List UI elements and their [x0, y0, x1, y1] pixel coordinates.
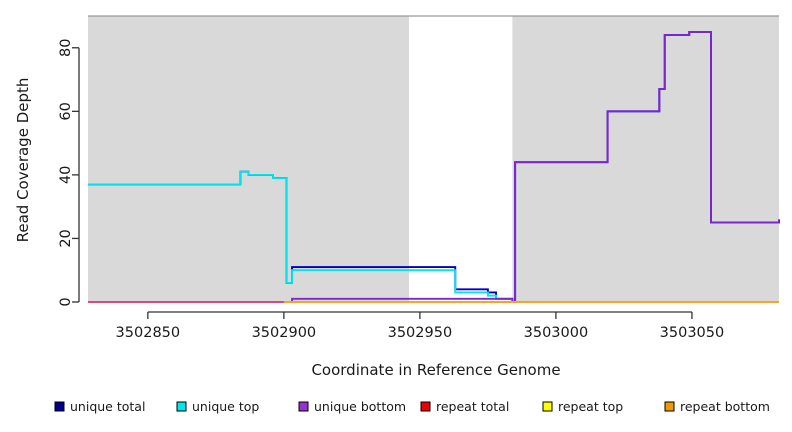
x-axis-title: Coordinate in Reference Genome [311, 361, 560, 379]
y-axis-tick-labels: 0 20 40 60 80 [58, 39, 74, 307]
x-axis-tick-labels: 3502850 3502900 3502950 3503000 3503050 [116, 325, 725, 341]
series-line-unique-top [88, 170, 779, 303]
x-axis-ticks [147, 312, 693, 319]
legend-swatch-repeat-bottom [664, 401, 675, 412]
legend-swatch-repeat-total [420, 401, 431, 412]
legend-label-repeat-total: repeat total [436, 399, 509, 414]
y-axis-title: Read Coverage Depth [14, 78, 32, 243]
legend-label-unique-top: unique top [192, 399, 259, 414]
shaded-band-repeat-region-right [512, 16, 779, 302]
legend-label-unique-total: unique total [70, 399, 145, 414]
series-line-unique-bottom [88, 30, 780, 303]
legend-label-repeat-top: repeat top [558, 399, 623, 414]
x-tick-label: 3503000 [524, 325, 589, 341]
x-axis: 3502850 3502900 3502950 3503000 3503050 [116, 311, 725, 341]
background-shaded-bands [88, 16, 779, 302]
y-tick-label: 80 [58, 39, 74, 57]
x-tick-label: 3502950 [388, 325, 453, 341]
legend-swatch-unique-top [176, 401, 187, 412]
data-series-lines [88, 30, 780, 303]
x-tick-label: 3502850 [116, 325, 181, 341]
y-tick-label: 20 [58, 229, 74, 247]
x-tick-label: 3503050 [660, 325, 725, 341]
legend-label-repeat-bottom: repeat bottom [680, 399, 770, 414]
y-tick-label: 0 [58, 297, 74, 306]
legend-label-unique-bottom: unique bottom [314, 399, 406, 414]
legend-swatch-unique-total [54, 401, 65, 412]
chart-legend: unique total unique top unique bottom repea… [54, 399, 770, 414]
legend-swatch-repeat-top [542, 401, 553, 412]
y-axis-ticks [72, 47, 79, 303]
x-tick-label: 3502900 [252, 325, 317, 341]
y-tick-label: 40 [58, 166, 74, 184]
legend-swatch-unique-bottom [298, 401, 309, 412]
y-axis: 0 20 40 60 80 [58, 39, 80, 307]
shaded-band-unique-gap-middle [409, 16, 513, 302]
y-tick-label: 60 [58, 102, 74, 120]
shaded-band-repeat-region-left [88, 16, 410, 302]
